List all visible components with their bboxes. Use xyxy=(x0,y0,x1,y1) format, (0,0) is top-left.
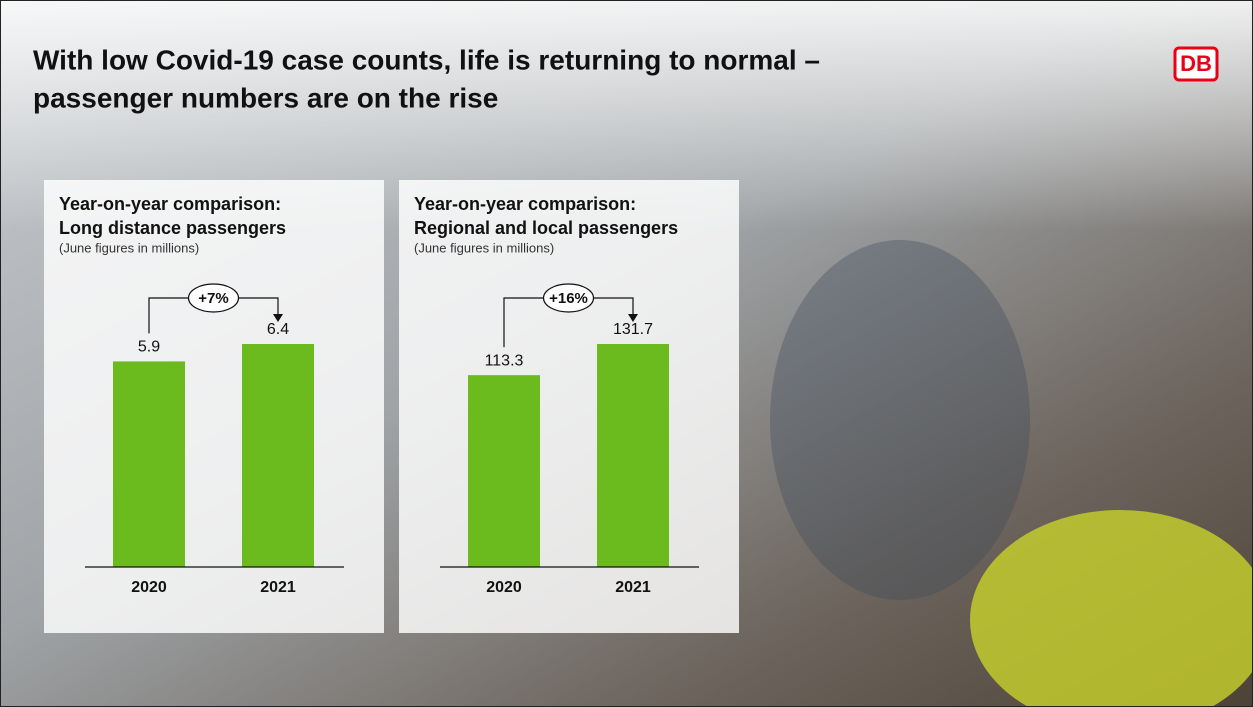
category-label: 2021 xyxy=(615,579,651,596)
annotation-oval xyxy=(542,283,595,313)
annotation: +7% xyxy=(198,290,228,307)
annotation: +16% xyxy=(549,290,588,307)
logo-box xyxy=(1173,46,1219,82)
slide-title: With low Covid-19 case counts, life is r… xyxy=(33,44,820,75)
value-label: 5.9 xyxy=(138,339,160,356)
chart-title: Year-on-year comparison: xyxy=(414,194,636,214)
category-label: 2020 xyxy=(131,579,167,596)
category-label: 2020 xyxy=(486,579,522,596)
value-label: 113.3 xyxy=(485,352,524,369)
chart-panel xyxy=(44,180,384,633)
value-label: 6.4 xyxy=(267,321,289,338)
arrow-head xyxy=(628,314,638,322)
bar xyxy=(113,361,185,567)
bar xyxy=(468,375,540,567)
chart-note: (June figures in millions) xyxy=(59,240,199,255)
value-label: 131.7 xyxy=(613,321,653,338)
slide-title: passenger numbers are on the rise xyxy=(33,82,498,113)
category-label: 2021 xyxy=(260,579,296,596)
arrow-head xyxy=(273,314,283,322)
annotation-oval xyxy=(187,283,240,313)
bar xyxy=(597,344,669,567)
chart-title: Year-on-year comparison: xyxy=(59,194,281,214)
chart-title: Regional and local passengers xyxy=(414,218,678,238)
chart-note: (June figures in millions) xyxy=(414,240,554,255)
chart-panel xyxy=(399,180,739,633)
background-shape xyxy=(770,240,1030,600)
background-shape xyxy=(970,510,1253,707)
logo: DB xyxy=(1180,51,1212,76)
chart-title: Long distance passengers xyxy=(59,218,286,238)
bar xyxy=(242,344,314,567)
